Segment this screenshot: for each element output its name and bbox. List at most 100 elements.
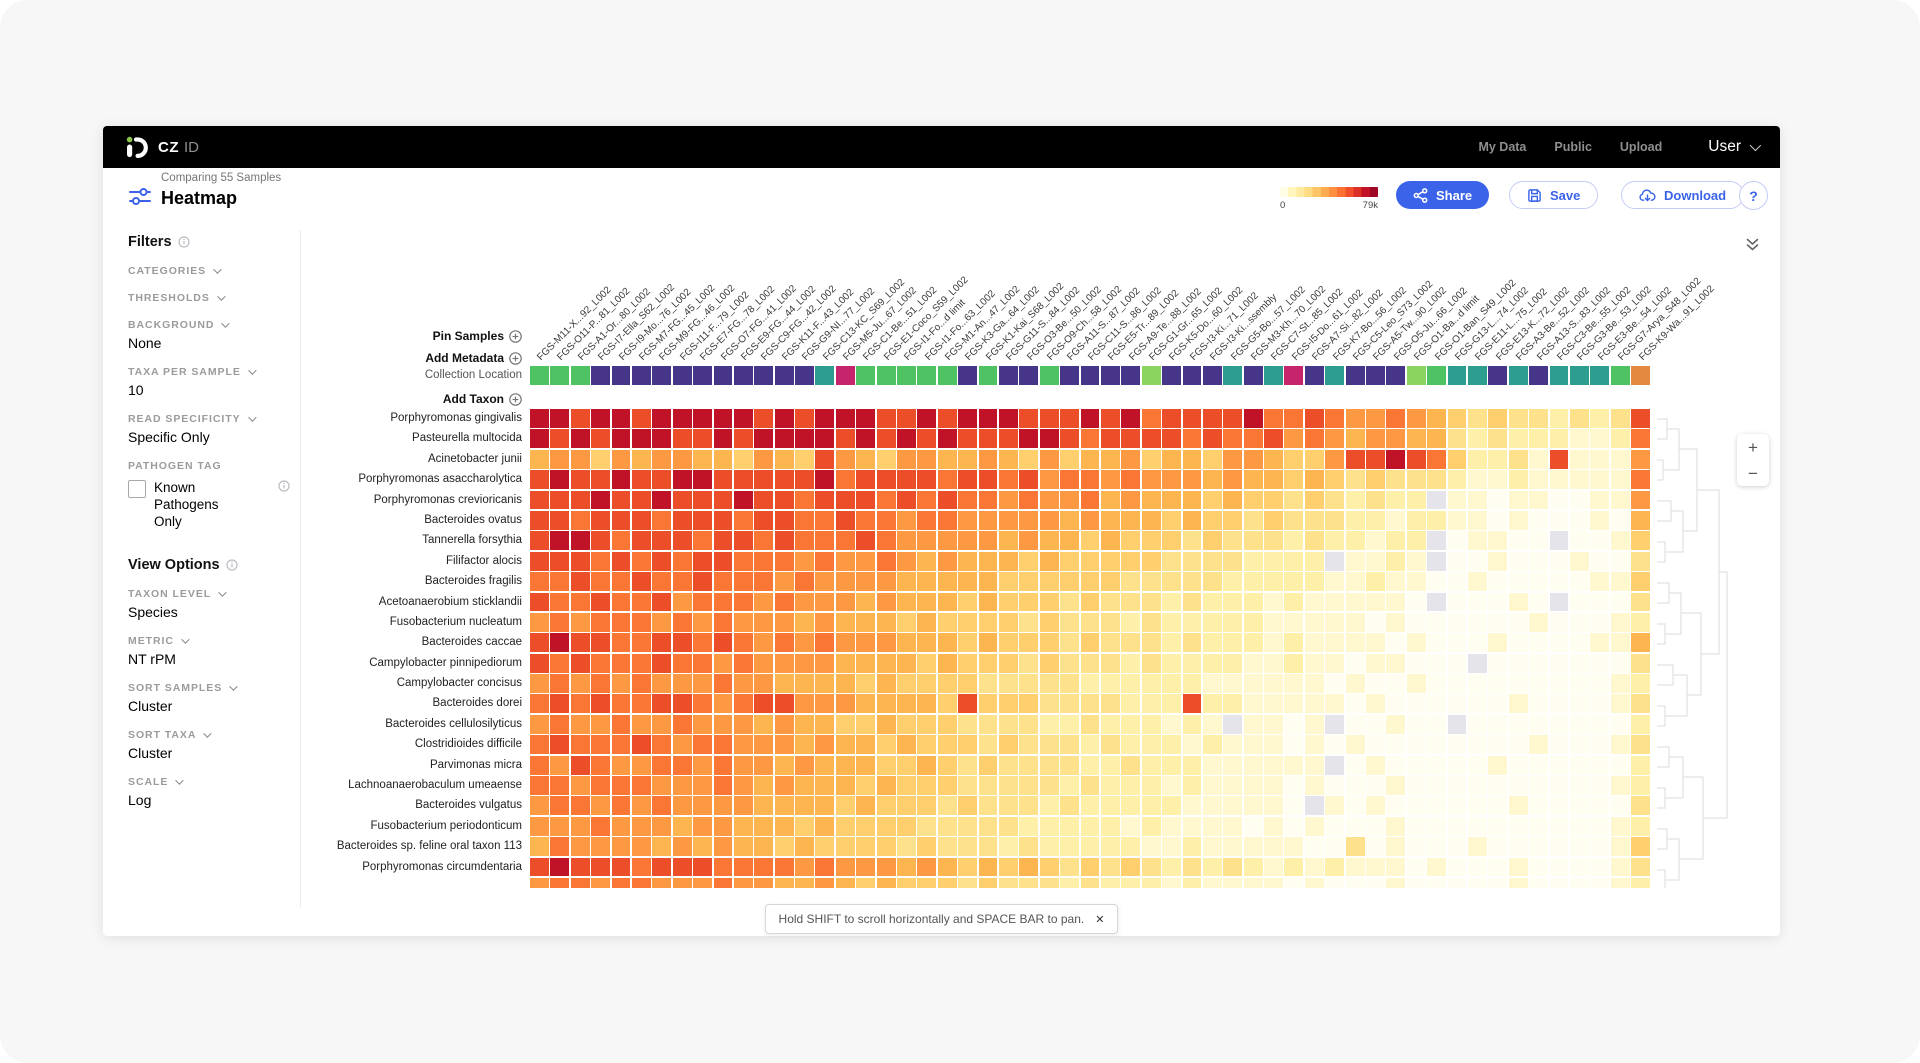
- heatmap-cell[interactable]: [1060, 694, 1080, 714]
- heatmap-cell[interactable]: [1060, 449, 1080, 469]
- heatmap-cell[interactable]: [1467, 510, 1487, 530]
- heatmap-cell[interactable]: [1447, 470, 1467, 490]
- heatmap-cell[interactable]: [1447, 572, 1467, 592]
- heatmap-cell[interactable]: [1019, 470, 1039, 490]
- heatmap-cell[interactable]: [530, 612, 549, 632]
- heatmap-cell[interactable]: [1569, 776, 1589, 795]
- heatmap-cell[interactable]: [998, 490, 1018, 510]
- heatmap-cell[interactable]: [652, 674, 672, 693]
- heatmap-cell[interactable]: [1508, 510, 1528, 530]
- heatmap-cell[interactable]: [1569, 816, 1589, 836]
- heatmap-cell[interactable]: [713, 490, 733, 510]
- heatmap-cell[interactable]: [1631, 674, 1650, 693]
- heatmap-cell[interactable]: [774, 572, 794, 592]
- heatmap-cell[interactable]: [1202, 714, 1222, 734]
- heatmap-cell[interactable]: [1631, 755, 1650, 775]
- location-cell[interactable]: [550, 366, 570, 385]
- heatmap-cell[interactable]: [1039, 837, 1059, 857]
- heatmap-cell[interactable]: [1590, 531, 1610, 551]
- heatmap-cell[interactable]: [1264, 776, 1283, 795]
- heatmap-cell[interactable]: [1243, 674, 1263, 693]
- heatmap-cell[interactable]: [1488, 510, 1508, 530]
- heatmap-cell[interactable]: [1508, 694, 1528, 714]
- heatmap-cell[interactable]: [530, 470, 549, 490]
- location-cell[interactable]: [1243, 366, 1263, 385]
- heatmap-cell[interactable]: [815, 735, 835, 755]
- heatmap-cell[interactable]: [1406, 490, 1426, 510]
- heatmap-cell[interactable]: [937, 551, 957, 571]
- heatmap-cell[interactable]: [1427, 694, 1447, 714]
- heatmap-cell[interactable]: [1549, 653, 1569, 673]
- heatmap-cell[interactable]: [1325, 714, 1345, 734]
- heatmap-cell[interactable]: [1549, 551, 1569, 571]
- heatmap-cell[interactable]: [815, 816, 835, 836]
- heatmap-cell[interactable]: [958, 674, 978, 693]
- heatmap-cell[interactable]: [1366, 735, 1385, 755]
- heatmap-cell[interactable]: [1508, 612, 1528, 632]
- heatmap-cell[interactable]: [1590, 714, 1610, 734]
- heatmap-cell[interactable]: [1141, 490, 1161, 510]
- heatmap-cell[interactable]: [815, 409, 835, 428]
- heatmap-cell[interactable]: [1202, 470, 1222, 490]
- location-cell[interactable]: [1529, 366, 1549, 385]
- heatmap-cell[interactable]: [1284, 735, 1304, 755]
- heatmap-cell[interactable]: [1345, 857, 1365, 877]
- heatmap-cell[interactable]: [1325, 449, 1345, 469]
- heatmap-cell[interactable]: [1223, 837, 1243, 857]
- heatmap-cell[interactable]: [1121, 857, 1141, 877]
- heatmap-cell[interactable]: [897, 674, 916, 693]
- location-cell[interactable]: [958, 366, 978, 385]
- heatmap-cell[interactable]: [733, 490, 753, 510]
- heatmap-cell[interactable]: [550, 735, 570, 755]
- heatmap-cell[interactable]: [1162, 653, 1181, 673]
- heatmap-cell[interactable]: [1080, 755, 1100, 775]
- heatmap-cell[interactable]: [550, 551, 570, 571]
- heatmap-cell[interactable]: [1529, 449, 1549, 469]
- heatmap-cell[interactable]: [713, 572, 733, 592]
- heatmap-cell[interactable]: [1406, 816, 1426, 836]
- heatmap-cell[interactable]: [1569, 470, 1589, 490]
- heatmap-cell[interactable]: [1304, 816, 1324, 836]
- heatmap-cell[interactable]: [1529, 531, 1549, 551]
- heatmap-cell[interactable]: [897, 449, 916, 469]
- taxon-label[interactable]: Bacteroides caccae: [421, 636, 522, 649]
- heatmap-cell[interactable]: [774, 470, 794, 490]
- heatmap-cell[interactable]: [1121, 572, 1141, 592]
- heatmap-cell[interactable]: [1060, 877, 1080, 888]
- heatmap-cell[interactable]: [1060, 612, 1080, 632]
- heatmap-cell[interactable]: [1223, 429, 1243, 449]
- heatmap-cell[interactable]: [1345, 755, 1365, 775]
- heatmap-cell[interactable]: [1304, 449, 1324, 469]
- heatmap-cell[interactable]: [1590, 572, 1610, 592]
- heatmap-cell[interactable]: [1427, 612, 1447, 632]
- heatmap-cell[interactable]: [1447, 877, 1467, 888]
- heatmap-cell[interactable]: [978, 612, 998, 632]
- heatmap-cell[interactable]: [652, 816, 672, 836]
- heatmap-cell[interactable]: [856, 735, 876, 755]
- heatmap-cell[interactable]: [1610, 735, 1630, 755]
- heatmap-cell[interactable]: [530, 592, 549, 612]
- heatmap-cell[interactable]: [1121, 653, 1141, 673]
- location-cell[interactable]: [897, 366, 916, 385]
- heatmap-cell[interactable]: [1590, 429, 1610, 449]
- heatmap-cell[interactable]: [1080, 653, 1100, 673]
- heatmap-cell[interactable]: [1590, 837, 1610, 857]
- taxon-label[interactable]: Pasteurella multocida: [412, 432, 522, 445]
- heatmap-cell[interactable]: [1060, 857, 1080, 877]
- heatmap-cell[interactable]: [631, 796, 651, 816]
- heatmap-cell[interactable]: [998, 653, 1018, 673]
- heatmap-cell[interactable]: [815, 714, 835, 734]
- heatmap-cell[interactable]: [1202, 429, 1222, 449]
- heatmap-cell[interactable]: [1549, 429, 1569, 449]
- heatmap-cell[interactable]: [611, 429, 631, 449]
- heatmap-cell[interactable]: [1121, 510, 1141, 530]
- heatmap-cell[interactable]: [897, 816, 916, 836]
- heatmap-cell[interactable]: [1366, 490, 1385, 510]
- heatmap-cell[interactable]: [917, 449, 937, 469]
- heatmap-cell[interactable]: [1427, 776, 1447, 795]
- heatmap-cell[interactable]: [774, 837, 794, 857]
- heatmap-cell[interactable]: [856, 796, 876, 816]
- heatmap-cell[interactable]: [1467, 674, 1487, 693]
- heatmap-cell[interactable]: [1529, 409, 1549, 428]
- heatmap-cell[interactable]: [1304, 633, 1324, 653]
